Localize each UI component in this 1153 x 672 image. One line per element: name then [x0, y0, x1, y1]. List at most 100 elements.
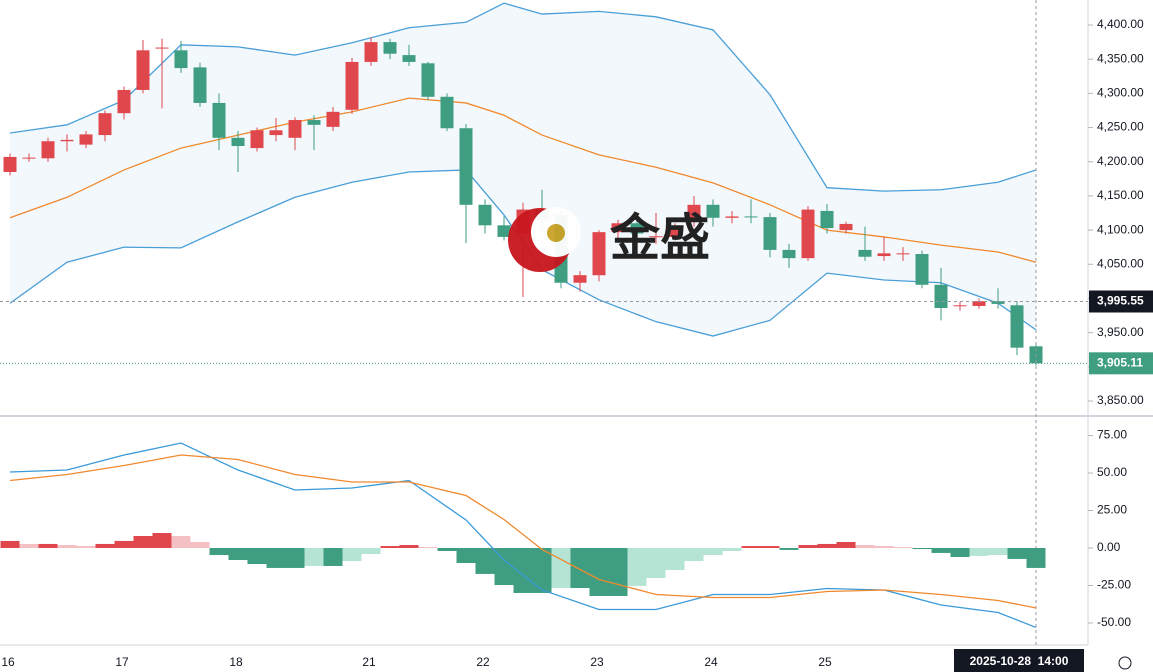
crosshair-price-box	[1089, 290, 1153, 313]
y-tick-label: 75.00	[1097, 428, 1127, 442]
histogram-bar	[342, 547, 362, 562]
histogram-bar	[418, 546, 438, 548]
candle-body	[972, 301, 986, 306]
candle-body	[573, 275, 587, 283]
histogram-bar	[209, 547, 229, 556]
candle-body	[915, 254, 929, 285]
histogram-bar	[798, 544, 818, 548]
y-tick-label: -50.00	[1097, 615, 1131, 629]
x-tick-label: 24	[704, 655, 718, 669]
candle-body	[41, 141, 55, 159]
histogram-bar	[456, 547, 476, 563]
x-tick-label: 25	[818, 655, 832, 669]
watermark-text: 金盛	[610, 210, 710, 266]
candle-body	[440, 96, 454, 129]
histogram-bar	[760, 546, 780, 548]
candle-body	[79, 134, 93, 145]
logo-ball	[547, 224, 565, 242]
y-tick-label: 4,400.00	[1097, 17, 1144, 31]
histogram-bar	[247, 547, 267, 565]
histogram-bar	[931, 547, 951, 553]
histogram-bar	[114, 540, 134, 548]
histogram-bar	[950, 547, 970, 557]
candle-body	[364, 42, 378, 62]
candle-body	[136, 50, 150, 90]
y-tick-label: 4,250.00	[1097, 120, 1144, 134]
histogram-bar	[608, 547, 628, 596]
histogram-bar	[152, 532, 172, 548]
candle-body	[801, 209, 815, 259]
histogram-bar	[855, 544, 875, 548]
histogram-bar	[722, 547, 742, 551]
band-line	[9, 2, 1037, 192]
candle-body	[98, 113, 112, 136]
crosshair-price-label: 3,995.55	[1097, 294, 1144, 308]
candle-body	[402, 55, 416, 62]
band-line	[9, 97, 1037, 263]
candle-body	[383, 42, 397, 54]
histogram-bar	[665, 547, 685, 571]
candle-body	[858, 249, 872, 257]
candle-body	[896, 253, 910, 255]
y-tick-label: 0.00	[1097, 540, 1121, 554]
histogram-bar	[437, 547, 457, 551]
histogram-bar	[912, 547, 932, 550]
last-price-label: 3,905.11	[1097, 355, 1143, 369]
histogram-bar	[741, 546, 761, 548]
histogram-bar	[551, 547, 571, 589]
candle-body	[478, 204, 492, 226]
candle-body	[744, 216, 758, 218]
histogram-bar	[570, 547, 590, 589]
y-tick-label: 4,300.00	[1097, 86, 1144, 100]
candle-body	[706, 204, 720, 218]
candle-body	[459, 128, 473, 205]
y-tick-label: 4,050.00	[1097, 256, 1144, 270]
candle-body	[269, 130, 283, 136]
histogram-bar	[817, 543, 837, 548]
histogram-bar	[266, 547, 286, 568]
candle-body	[117, 89, 131, 114]
histogram-bar	[0, 540, 20, 548]
histogram-bar	[323, 547, 343, 566]
candle-body	[687, 204, 701, 222]
histogram-bar	[57, 544, 77, 548]
histogram-bar	[703, 547, 723, 556]
y-tick-label: 4,150.00	[1097, 188, 1144, 202]
candle-body	[3, 156, 17, 172]
histogram-bar	[95, 543, 115, 548]
crosshair-time-box	[954, 649, 1084, 672]
histogram-bar	[190, 541, 210, 548]
settings-icon[interactable]	[1118, 656, 1132, 670]
candle-body	[611, 223, 625, 233]
candle-body	[725, 216, 739, 218]
candle-body	[497, 225, 511, 237]
histogram-bar	[627, 547, 647, 586]
candle-body	[649, 236, 663, 238]
x-tick-label: 18	[229, 655, 243, 669]
candle-body	[630, 223, 644, 234]
candle-body	[193, 67, 207, 103]
histogram-bar	[893, 546, 913, 548]
candle-body	[953, 305, 967, 307]
histogram-bar	[1026, 547, 1046, 568]
histogram-bar	[589, 547, 609, 596]
candle-body	[307, 120, 321, 125]
histogram-bar	[874, 546, 894, 548]
histogram-bar	[285, 547, 305, 568]
histogram-bar	[38, 543, 58, 548]
candle-body	[174, 50, 188, 69]
watermark-logo	[508, 207, 581, 272]
candle-body	[839, 223, 853, 231]
candle-body	[877, 253, 891, 257]
y-tick-label: 4,100.00	[1097, 222, 1144, 236]
candle-body	[763, 217, 777, 250]
histogram-bar	[532, 547, 552, 593]
x-tick-label: 22	[476, 655, 490, 669]
y-tick-label: 50.00	[1097, 465, 1127, 479]
histogram-bar	[646, 547, 666, 578]
histogram-bar	[76, 546, 96, 548]
y-tick-label: 3,850.00	[1097, 393, 1144, 407]
histogram-bar	[304, 547, 324, 566]
histogram-bar	[988, 547, 1008, 556]
